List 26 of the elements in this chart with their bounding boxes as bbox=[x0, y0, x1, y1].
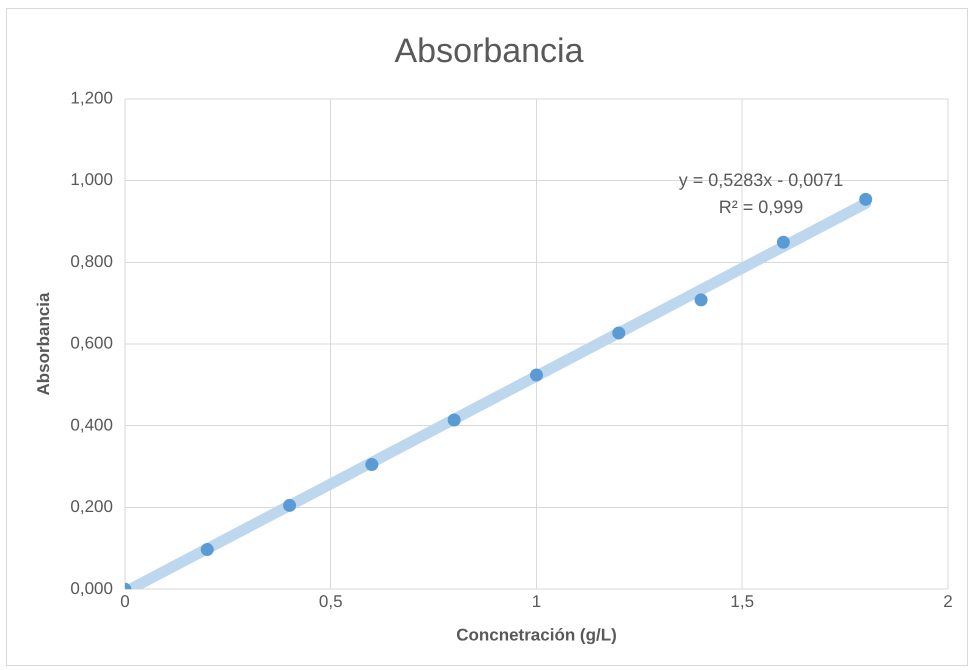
point bbox=[694, 293, 708, 306]
x-tick-label: 0,5 bbox=[318, 592, 343, 612]
y-tick-label: 0,200 bbox=[70, 497, 113, 516]
y-tick-label: 0,000 bbox=[70, 578, 113, 598]
x-axis-title: Concnetración (g/L) bbox=[456, 625, 617, 644]
point bbox=[859, 192, 872, 206]
point bbox=[365, 458, 378, 472]
point bbox=[612, 326, 626, 340]
y-tick-label: 0,600 bbox=[70, 334, 113, 353]
y-tick-label: 0,800 bbox=[70, 252, 113, 271]
point bbox=[200, 543, 214, 556]
point bbox=[448, 414, 461, 427]
point bbox=[283, 498, 296, 512]
y-tick-label: 1,000 bbox=[70, 170, 113, 190]
x-tick-label: 2 bbox=[943, 592, 953, 612]
annotation: y = 0,5283x - 0,0071 bbox=[678, 170, 844, 190]
point bbox=[776, 236, 790, 249]
x-tick-label: 1 bbox=[532, 592, 542, 612]
x-tick-label: 1,5 bbox=[730, 592, 754, 612]
annotation: R² = 0,999 bbox=[718, 196, 804, 217]
y-tick-label: 1,200 bbox=[70, 88, 113, 108]
x-tick-label: 0 bbox=[120, 592, 130, 612]
y-tick-label: 0,400 bbox=[70, 415, 113, 434]
chart-title: Absorbancia bbox=[394, 32, 584, 70]
point bbox=[530, 368, 543, 382]
y-axis-title: Absorbancia bbox=[34, 292, 53, 396]
